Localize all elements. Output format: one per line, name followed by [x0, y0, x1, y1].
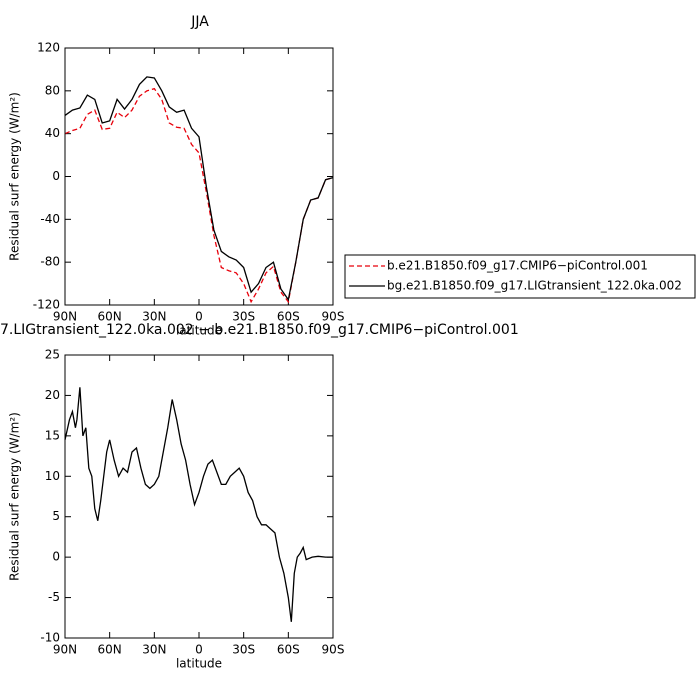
y-tick-label: -5 [48, 590, 60, 604]
data-line [64, 76, 334, 302]
y-tick-label: -80 [40, 255, 60, 269]
x-tick-label: 30N [142, 643, 166, 657]
y-tick-label: 40 [45, 126, 60, 140]
legend-label: bg.e21.B1850.f09_g17.LIGtransient_122.0k… [387, 279, 682, 293]
y-tick-label: 25 [45, 348, 60, 362]
x-tick-label: 0 [195, 643, 203, 657]
chart-title: JJA [190, 14, 209, 30]
y-tick-label: 10 [45, 469, 60, 483]
x-tick-label: 0 [195, 310, 203, 324]
y-axis-label: Residual surf energy (W/m²) [8, 412, 22, 581]
y-tick-label: 20 [45, 388, 60, 402]
y-tick-label: 80 [45, 83, 60, 97]
x-tick-label: 30N [142, 310, 166, 324]
x-tick-label: 60N [98, 643, 122, 657]
chart-title: 7.LIGtransient_122.0ka.002 − b.e21.B1850… [0, 322, 519, 338]
plot-frame [64, 47, 334, 306]
legend: b.e21.B1850.f09_g17.CMIP6−piControl.001b… [344, 254, 696, 299]
y-tick-label: 15 [45, 428, 60, 442]
y-tick-label: -10 [40, 631, 60, 645]
y-tick-label: 0 [52, 550, 60, 564]
x-axis-label: latitude [176, 657, 222, 671]
legend-box [344, 254, 696, 299]
x-tick-label: 30S [232, 643, 255, 657]
x-tick-label: 90S [322, 643, 345, 657]
y-tick-label: 5 [52, 509, 60, 523]
y-axis-label: Residual surf energy (W/m²) [8, 92, 22, 261]
y-tick-label: 0 [52, 169, 60, 183]
legend-label: b.e21.B1850.f09_g17.CMIP6−piControl.001 [387, 259, 648, 273]
x-tick-label: 30S [232, 310, 255, 324]
data-line [64, 387, 333, 622]
x-tick-label: 60S [277, 643, 300, 657]
y-tick-label: 120 [37, 41, 60, 55]
plot-frame [64, 354, 334, 639]
x-tick-label: 60S [277, 310, 300, 324]
x-tick-label: 60N [98, 310, 122, 324]
x-tick-label: 90S [322, 310, 345, 324]
data-line [64, 87, 334, 304]
x-tick-label: 90N [53, 310, 77, 324]
y-tick-label: -120 [33, 298, 60, 312]
x-axis-label: latitude [176, 324, 222, 338]
x-tick-label: 90N [53, 643, 77, 657]
y-tick-label: -40 [40, 212, 60, 226]
